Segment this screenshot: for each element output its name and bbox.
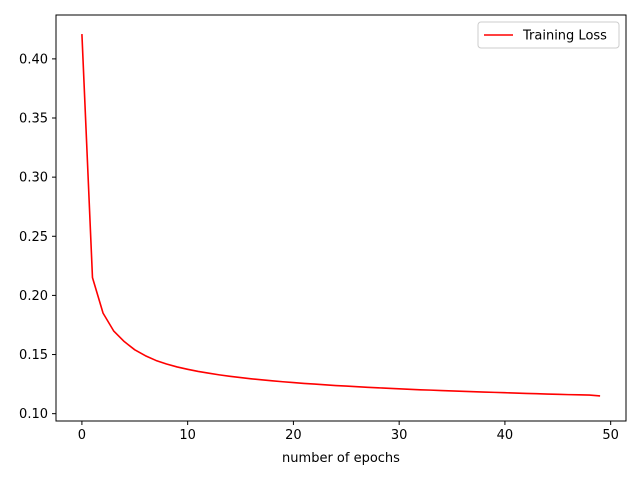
x-tick-label: 10 bbox=[179, 428, 196, 443]
x-tick-label: 0 bbox=[78, 428, 86, 443]
legend-box bbox=[477, 21, 620, 49]
x-tick-label: 20 bbox=[285, 428, 302, 443]
y-tick-label: 0.30 bbox=[19, 171, 48, 186]
y-tick-label: 0.35 bbox=[19, 112, 48, 127]
y-tick-label: 0.10 bbox=[19, 407, 48, 422]
series-layer bbox=[81, 34, 601, 397]
series-line-training-loss bbox=[81, 34, 601, 397]
x-tick-label: 40 bbox=[497, 428, 514, 443]
axes-frame bbox=[55, 14, 627, 422]
y-axis-ticks: 0.10 0.15 0.20 0.25 0.30 0.35 0.40 bbox=[19, 52, 56, 422]
x-axis-ticks: 0 10 20 30 40 50 bbox=[78, 421, 619, 443]
x-axis-label: number of epochs bbox=[282, 451, 400, 466]
x-tick-label: 50 bbox=[602, 428, 619, 443]
y-tick-label: 0.40 bbox=[19, 52, 48, 67]
y-tick-label: 0.15 bbox=[19, 348, 48, 363]
legend-label: Training Loss bbox=[522, 29, 607, 44]
x-tick-label: 30 bbox=[391, 428, 408, 443]
y-tick-label: 0.20 bbox=[19, 289, 48, 304]
legend: Training Loss bbox=[477, 21, 620, 49]
y-tick-label: 0.25 bbox=[19, 230, 48, 245]
